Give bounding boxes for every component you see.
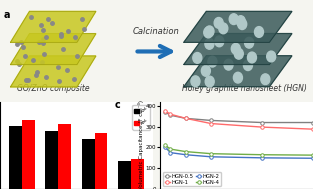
HGN-0.5 [163, 111, 167, 113]
Bar [82, 139, 95, 189]
HGN-0.5 [184, 117, 187, 119]
HGN-4 [311, 154, 313, 156]
Bar [22, 120, 34, 189]
Bar [58, 124, 71, 189]
Polygon shape [184, 34, 292, 64]
Circle shape [244, 60, 253, 70]
Circle shape [244, 37, 254, 48]
Bar [45, 131, 58, 189]
Circle shape [234, 48, 243, 59]
HGN-2 [260, 157, 264, 159]
HGN-1 [209, 122, 213, 125]
Circle shape [191, 76, 200, 87]
Circle shape [193, 53, 202, 63]
Bar [118, 161, 131, 189]
Circle shape [238, 19, 247, 29]
HGN-1 [311, 128, 313, 130]
Polygon shape [11, 34, 96, 65]
Text: Calcination: Calcination [133, 27, 180, 36]
Circle shape [236, 16, 245, 26]
Line: HGN-4: HGN-4 [164, 144, 313, 157]
Line: HGN-1: HGN-1 [164, 109, 313, 131]
HGN-2 [184, 154, 187, 156]
Circle shape [205, 38, 214, 49]
Circle shape [248, 52, 256, 63]
Circle shape [261, 74, 270, 85]
Bar [9, 126, 22, 189]
Polygon shape [11, 11, 96, 42]
Circle shape [214, 18, 223, 28]
HGN-0.5 [169, 114, 172, 116]
Polygon shape [184, 11, 292, 42]
HGN-4 [209, 153, 213, 155]
HGN-2 [163, 146, 167, 149]
Line: HGN-0.5: HGN-0.5 [164, 110, 313, 124]
HGN-0.5 [260, 121, 264, 124]
Circle shape [208, 56, 217, 67]
Line: HGN-2: HGN-2 [164, 146, 313, 160]
HGN-1 [184, 117, 187, 119]
Bar [131, 159, 144, 189]
Text: a: a [3, 10, 10, 20]
Legend: HGN-0.5, HGN-1, HGN-2, HGN-4: HGN-0.5, HGN-1, HGN-2, HGN-4 [163, 172, 222, 186]
Polygon shape [184, 56, 292, 87]
Text: c: c [115, 100, 120, 110]
Text: GO/ZnO composite: GO/ZnO composite [17, 84, 90, 93]
Legend: $\rho^b$, $\rho^b$: $\rho^b$, $\rho^b$ [132, 105, 150, 130]
Text: Holey graphite nanosheet (HGN): Holey graphite nanosheet (HGN) [182, 84, 306, 93]
Circle shape [204, 27, 213, 38]
Circle shape [205, 76, 214, 87]
HGN-4 [184, 150, 187, 153]
Circle shape [219, 23, 228, 34]
Polygon shape [11, 56, 96, 87]
HGN-4 [260, 154, 264, 156]
HGN-1 [169, 113, 172, 115]
HGN-4 [163, 144, 167, 146]
HGN-4 [169, 148, 172, 150]
Circle shape [215, 36, 224, 47]
Circle shape [201, 66, 210, 76]
Circle shape [224, 59, 233, 70]
Circle shape [254, 27, 264, 37]
HGN-2 [209, 156, 213, 158]
HGN-1 [163, 110, 167, 112]
HGN-1 [260, 126, 264, 128]
HGN-0.5 [311, 121, 313, 124]
HGN-2 [169, 152, 172, 154]
Circle shape [205, 26, 214, 37]
Circle shape [229, 14, 238, 25]
Circle shape [231, 43, 240, 54]
Bar [95, 133, 107, 189]
HGN-2 [311, 157, 313, 159]
Circle shape [233, 72, 243, 83]
HGN-0.5 [209, 119, 213, 122]
Circle shape [267, 51, 276, 62]
Y-axis label: Volumetric Capacitance (F cm⁻³): Volumetric Capacitance (F cm⁻³) [138, 100, 144, 189]
